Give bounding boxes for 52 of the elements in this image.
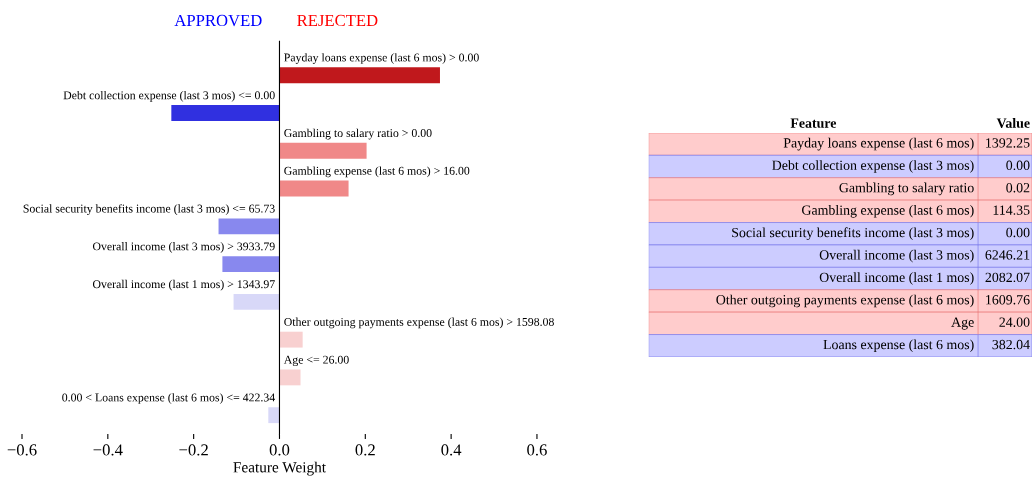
y-tick-label: Debt collection expense (last 3 mos) <= 0.00 <box>63 90 275 102</box>
text: APPROVED <box>174 14 262 27</box>
text: 382.04 <box>992 339 1030 350</box>
bar <box>171 105 280 121</box>
text: Value <box>996 118 1030 128</box>
category-label: Payday loans expense (last 6 mos) <box>783 137 974 151</box>
bar <box>279 142 367 159</box>
bar <box>279 369 301 386</box>
category-label: Social security benefits income (last 3 mos) <box>732 227 974 241</box>
text: 0.00 <box>1006 160 1030 171</box>
x-tick-label: −0.6 <box>7 444 37 456</box>
text: 1392.25 <box>986 138 1030 148</box>
category-label: Debt collection expense (last 3 mos) <box>772 160 974 173</box>
text: 1609.76 <box>986 295 1030 305</box>
bar <box>279 180 349 197</box>
bar <box>279 67 440 84</box>
x-tick-label: 0.4 <box>441 444 462 456</box>
bar <box>233 293 280 310</box>
text: REJECTED <box>297 14 378 27</box>
text: 2082.07 <box>985 272 1030 283</box>
text: 24.00 <box>999 317 1030 327</box>
y-tick-label: Payday loans expense (last 6 mos) > 0.00 <box>284 53 479 64</box>
text: Feature <box>790 118 837 128</box>
x-tick-label: 0.6 <box>527 444 547 456</box>
y-tick-label: Overall income (last 3 mos) > 3933.79 <box>92 242 275 253</box>
text: 114.35 <box>993 205 1030 215</box>
x-tick-label: 0.0 <box>269 444 290 456</box>
bar <box>268 407 280 424</box>
y-tick-label: Overall income (last 1 mos) > 1343.97 <box>92 279 275 291</box>
category-label: Age <box>951 317 974 330</box>
category-label: Other outgoing payments expense (last 6 mos) <box>716 294 974 308</box>
category-label: Gambling to salary ratio <box>839 182 974 196</box>
x-tick-label: −0.4 <box>93 444 123 456</box>
x-axis-title: Feature Weight <box>233 461 326 476</box>
y-tick-label: Gambling expense (last 6 mos) > 16.00 <box>284 166 470 178</box>
text: 6246.21 <box>985 250 1030 260</box>
category-label: Overall income (last 1 mos) <box>819 272 974 285</box>
x-tick-label: −0.2 <box>179 444 208 456</box>
category-label: Overall income (last 3 mos) <box>819 249 974 263</box>
y-tick-label: 0.00 < Loans expense (last 6 mos) <= 422.34 <box>62 393 275 404</box>
x-tick-label: 0.2 <box>355 444 375 456</box>
text: 0.00 <box>1006 227 1030 238</box>
bar <box>222 256 280 273</box>
y-tick-label: Gambling to salary ratio > 0.00 <box>284 128 432 140</box>
category-label: Gambling expense (last 6 mos) <box>802 205 974 218</box>
bar <box>279 331 303 348</box>
y-tick-label: Social security benefits income (last 3 mos) <= 65.73 <box>23 204 275 215</box>
category-label: Loans expense (last 6 mos) <box>823 339 974 353</box>
bar <box>218 218 280 235</box>
y-tick-label: Other outgoing payments expense (last 6 mos) > 1598.08 <box>284 317 554 329</box>
y-tick-label: Age <= 26.00 <box>283 355 349 367</box>
text: 0.02 <box>1006 183 1030 193</box>
